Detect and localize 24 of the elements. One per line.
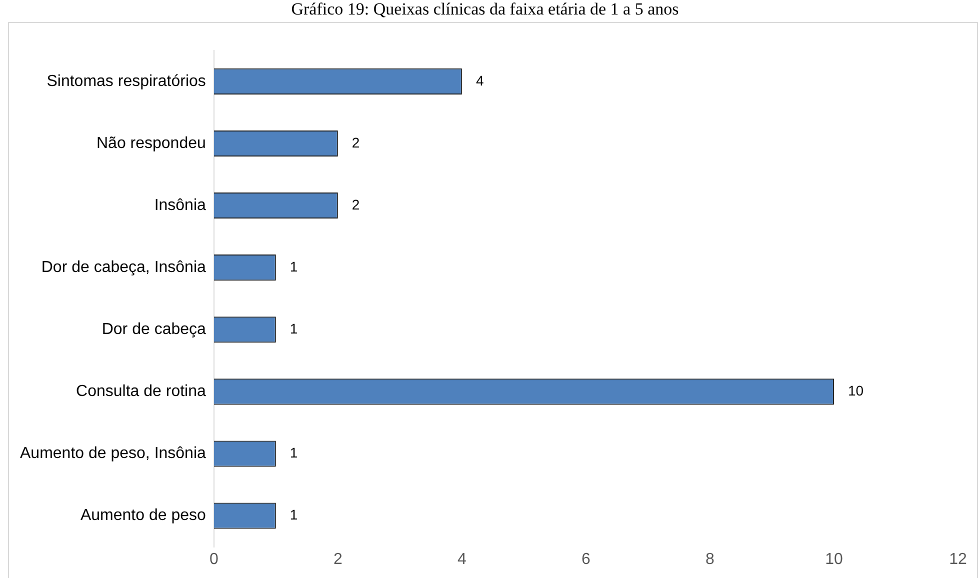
y-tick-label: Insônia bbox=[154, 196, 206, 214]
x-tick-label: 2 bbox=[333, 550, 342, 568]
y-tick-label: Aumento de peso bbox=[80, 507, 206, 524]
x-tick-label: 8 bbox=[706, 550, 715, 568]
y-tick-label: Não respondeu bbox=[96, 134, 206, 152]
y-tick-label: Dor de cabeça, Insônia bbox=[41, 258, 206, 276]
x-tick-label: 4 bbox=[457, 550, 466, 568]
data-label: 1 bbox=[290, 506, 298, 523]
chart-title: Gráfico 19: Queixas clínicas da faixa etária de 1 a 5 anos bbox=[291, 0, 679, 19]
data-label: 1 bbox=[290, 444, 298, 461]
x-tick-label: 6 bbox=[582, 550, 590, 568]
y-tick-label: Sintomas respiratórios bbox=[46, 72, 206, 90]
y-tick-label: Consulta de rotina bbox=[76, 383, 206, 400]
data-label: 1 bbox=[290, 320, 298, 336]
y-tick-label: Dor de cabeça bbox=[102, 321, 206, 338]
data-label: 4 bbox=[476, 72, 484, 88]
data-label: 2 bbox=[352, 196, 360, 212]
y-tick-label: Aumento de peso, Insônia bbox=[20, 445, 206, 462]
x-tick-label: 0 bbox=[209, 550, 218, 568]
x-tick-label: 12 bbox=[949, 550, 967, 568]
data-label: 10 bbox=[848, 382, 864, 399]
x-tick-label: 10 bbox=[825, 550, 843, 568]
data-label: 1 bbox=[290, 258, 298, 274]
data-label: 2 bbox=[352, 134, 360, 150]
